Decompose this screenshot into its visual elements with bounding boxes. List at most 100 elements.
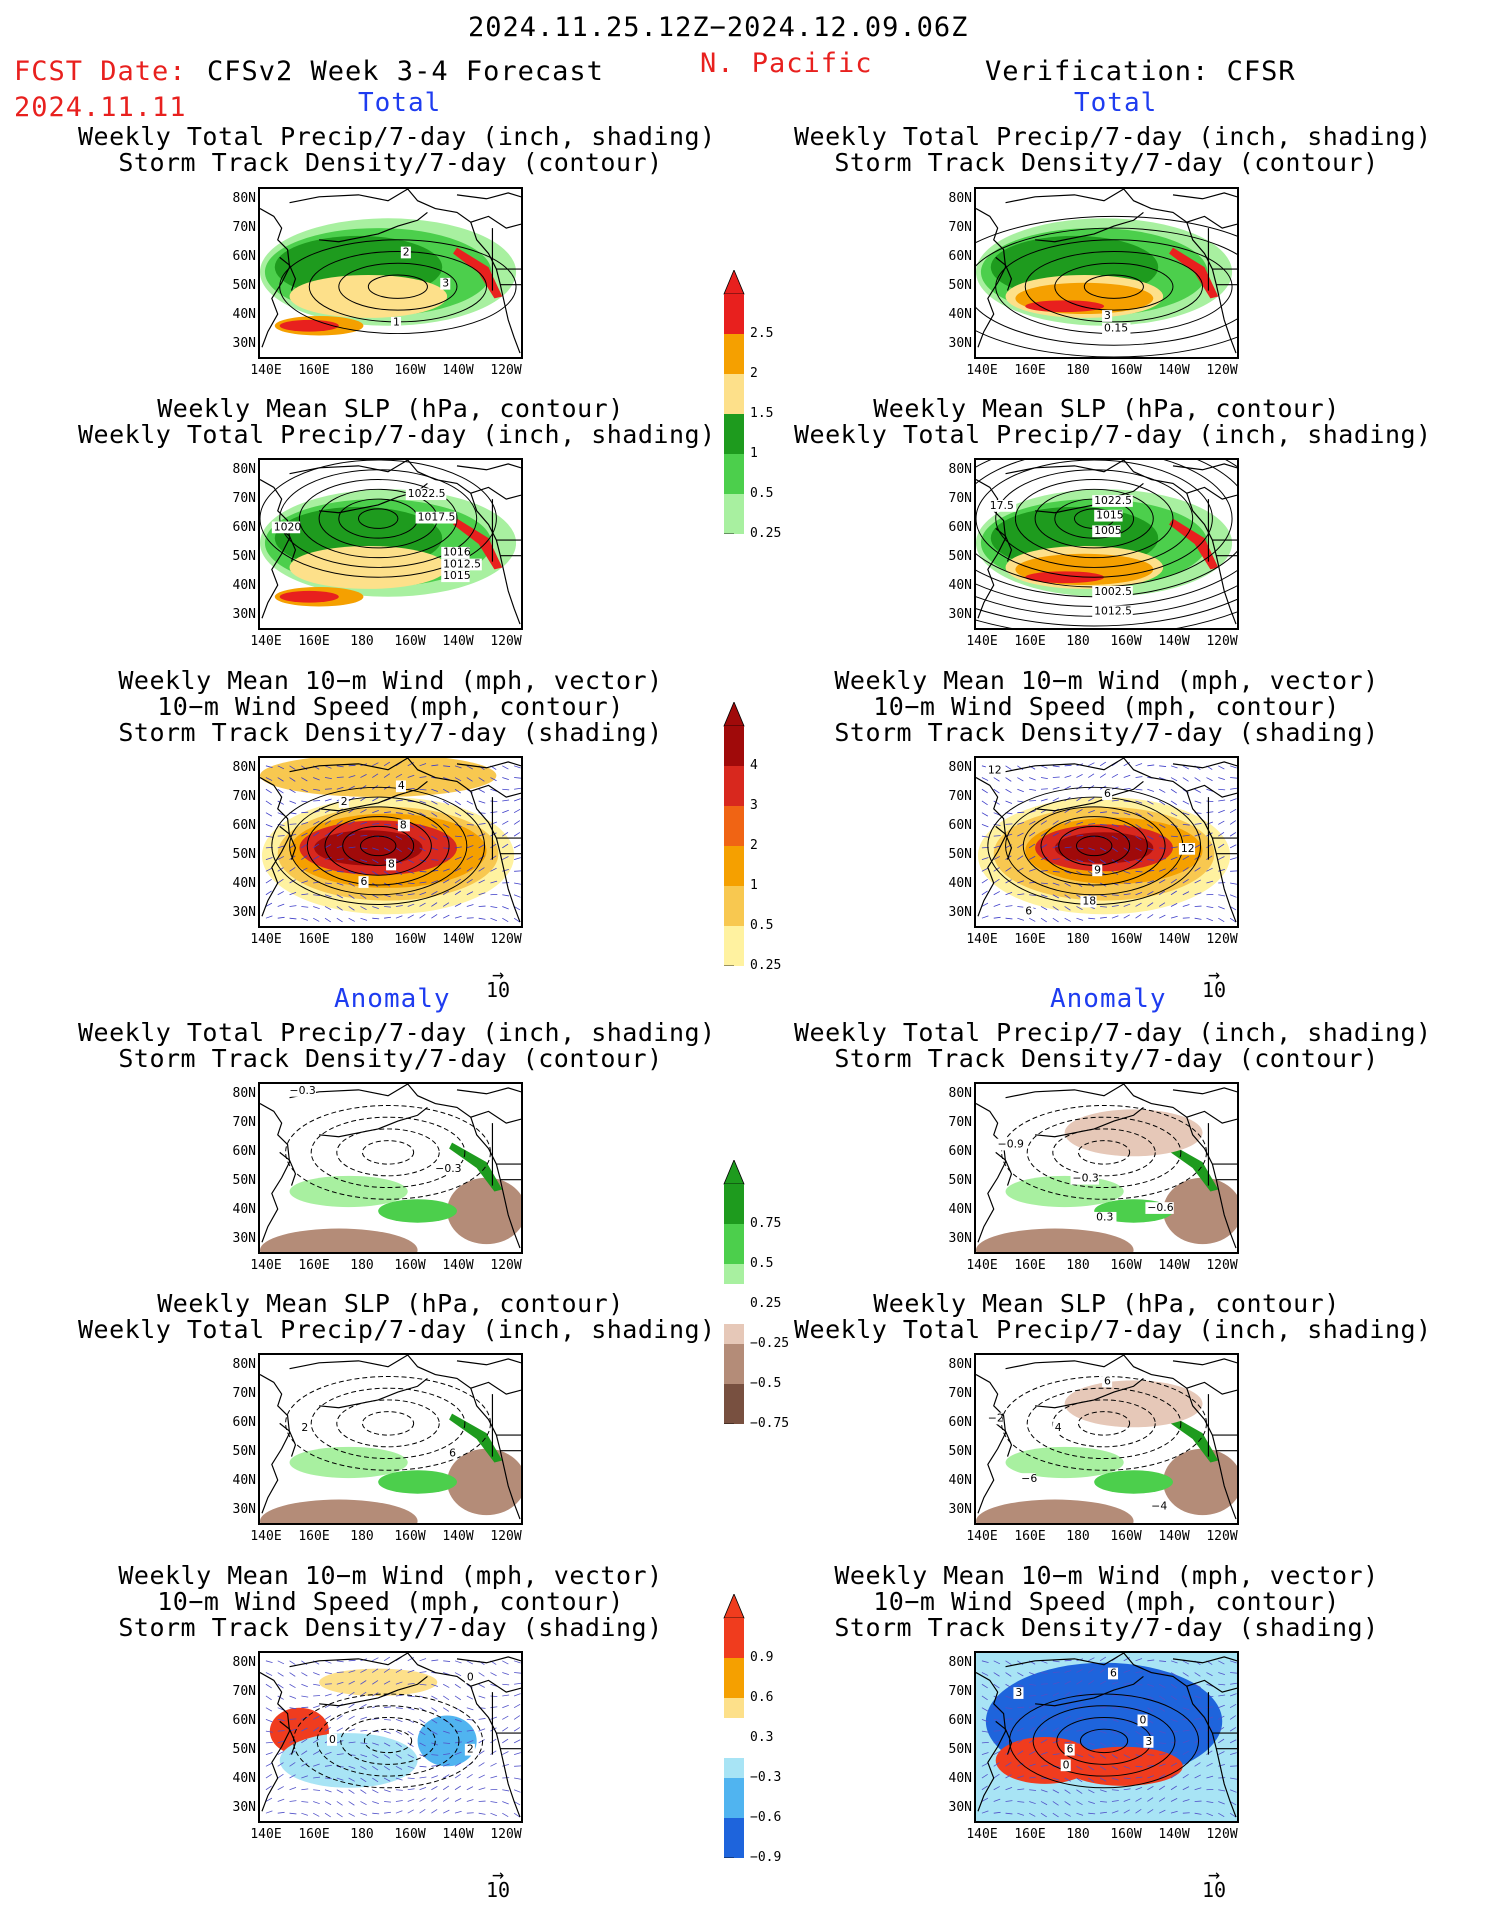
lat-label: 30N bbox=[232, 1800, 256, 1815]
storm-north-band bbox=[260, 758, 497, 798]
svg-text:3: 3 bbox=[1104, 309, 1111, 322]
panel-title-line: Storm Track Density/7-day (contour) bbox=[118, 1044, 663, 1073]
colorbar-label: 4 bbox=[750, 758, 758, 773]
svg-text:1022.5: 1022.5 bbox=[408, 487, 446, 500]
lon-label: 160E bbox=[1014, 1258, 1046, 1273]
lon-label: 160W bbox=[394, 634, 426, 649]
lat-label: 70N bbox=[948, 1386, 972, 1401]
map-r3-left: 426868 bbox=[258, 756, 523, 928]
lat-label: 70N bbox=[232, 789, 256, 804]
lat-label: 50N bbox=[232, 549, 256, 564]
contour-label: −0.3 bbox=[1070, 1172, 1099, 1185]
contour-label: 1002.5 bbox=[1092, 585, 1133, 598]
lon-label: 180 bbox=[1066, 1529, 1090, 1544]
svg-text:1017.5: 1017.5 bbox=[418, 511, 456, 524]
lat-label: 40N bbox=[948, 876, 972, 891]
vector-arrow-icon: → bbox=[491, 962, 505, 986]
lon-label: 120W bbox=[490, 1827, 522, 1842]
colorbar-swatch bbox=[724, 1184, 744, 1224]
svg-text:1020: 1020 bbox=[274, 520, 302, 533]
map-r1-right: 3 0.15 bbox=[974, 187, 1239, 359]
colorbar-precip_anom bbox=[722, 1158, 746, 1425]
lon-label: 120W bbox=[1206, 634, 1238, 649]
lon-label: 160W bbox=[394, 363, 426, 378]
svg-text:1015: 1015 bbox=[443, 569, 471, 582]
precip-surplus-band bbox=[289, 1446, 408, 1479]
lat-label: 80N bbox=[948, 1357, 972, 1372]
panel-title-line: Weekly Mean SLP (hPa, contour) bbox=[157, 394, 624, 423]
fcst-date-label: FCST Date: bbox=[14, 56, 187, 87]
panel-title-r3-right: Weekly Mean 10−m Wind (mph, vector) 10−m … bbox=[794, 668, 1419, 746]
lat-label: 50N bbox=[948, 1444, 972, 1459]
colorbar-label: 1.5 bbox=[750, 406, 774, 421]
lon-label: 160E bbox=[298, 1529, 330, 1544]
precip-deficit-east bbox=[447, 1448, 521, 1516]
lat-label: 30N bbox=[232, 1231, 256, 1246]
lat-label: 40N bbox=[948, 307, 972, 322]
svg-text:−2: −2 bbox=[988, 1411, 1004, 1424]
colorbar-swatch bbox=[724, 494, 744, 534]
precip-yellow-band bbox=[289, 274, 448, 318]
colorbar-label: −0.5 bbox=[750, 1376, 782, 1391]
lat-label: 70N bbox=[948, 1115, 972, 1130]
svg-text:−0.3: −0.3 bbox=[435, 1162, 461, 1175]
svg-text:1012.5: 1012.5 bbox=[443, 557, 481, 570]
contour-label: 12 bbox=[985, 764, 1003, 777]
svg-text:8: 8 bbox=[388, 857, 395, 870]
contour-label: 2 bbox=[400, 245, 411, 258]
lat-label: 80N bbox=[948, 1086, 972, 1101]
precip-deficit-south bbox=[260, 1499, 418, 1523]
lat-label: 80N bbox=[232, 1357, 256, 1372]
contour-label: 6 bbox=[358, 875, 369, 888]
wind-vectors bbox=[265, 761, 521, 923]
contour-label: 1020 bbox=[271, 520, 302, 533]
colorbar-label: −0.9 bbox=[750, 1850, 782, 1865]
lat-label: 60N bbox=[232, 818, 256, 833]
period-title: 2024.11.25.12Z−2024.12.09.06Z bbox=[468, 12, 969, 43]
panel-title-line: Weekly Mean 10−m Wind (mph, vector) bbox=[834, 1561, 1379, 1590]
contour-label: −0.3 bbox=[433, 1162, 462, 1175]
verification-title: Verification: CFSR bbox=[985, 56, 1296, 87]
contour-label: 1005 bbox=[1092, 524, 1122, 537]
panel-title-line: Weekly Total Precip/7-day (inch, shading… bbox=[794, 420, 1432, 449]
colorbar-swatch bbox=[724, 726, 744, 766]
lon-label: 180 bbox=[1066, 1827, 1090, 1842]
lon-label: 160E bbox=[298, 1827, 330, 1842]
colorbar-neutral-swatch bbox=[724, 1284, 744, 1324]
lon-label: 140W bbox=[442, 1258, 474, 1273]
lon-label: 120W bbox=[1206, 1529, 1238, 1544]
lat-label: 80N bbox=[232, 191, 256, 206]
panel-title-line: Weekly Total Precip/7-day (inch, shading… bbox=[78, 122, 716, 151]
svg-text:−0.3: −0.3 bbox=[1073, 1172, 1099, 1185]
lat-label: 70N bbox=[948, 1684, 972, 1699]
fcst-date-value: 2024.11.11 bbox=[14, 92, 187, 123]
lon-label: 120W bbox=[1206, 363, 1238, 378]
lon-label: 180 bbox=[1066, 932, 1090, 947]
panel-title-line: Weekly Mean SLP (hPa, contour) bbox=[873, 1289, 1340, 1318]
colorbar-label: 0.25 bbox=[750, 958, 782, 973]
contour-label: 8 bbox=[397, 818, 408, 831]
lon-label: 140E bbox=[966, 634, 998, 649]
contour-label: 6 bbox=[1107, 1666, 1119, 1679]
contour-label: 0 bbox=[464, 1670, 475, 1683]
contour-label: 3 bbox=[1102, 309, 1113, 322]
panel-title-r6-left: Weekly Mean 10−m Wind (mph, vector) 10−m … bbox=[78, 1563, 703, 1641]
contour-label: 0.15 bbox=[1102, 322, 1131, 335]
precip-surplus-band bbox=[1005, 1446, 1124, 1479]
colorbar-top-triangle bbox=[723, 268, 745, 295]
colorbar-neutral-swatch bbox=[724, 1718, 744, 1758]
lon-label: 140E bbox=[966, 1827, 998, 1842]
panel-title-line: Storm Track Density/7-day (contour) bbox=[834, 148, 1379, 177]
lon-label: 140E bbox=[966, 1258, 998, 1273]
storm-deficit-area bbox=[279, 1733, 418, 1788]
colorbar-swatch bbox=[724, 1618, 744, 1658]
svg-text:2: 2 bbox=[403, 245, 410, 258]
colorbar-swatch bbox=[724, 1658, 744, 1698]
contour-label: 17.5 bbox=[987, 499, 1017, 512]
lat-label: 40N bbox=[232, 1771, 256, 1786]
vector-ref-r3-right: → 10 bbox=[1194, 964, 1234, 1000]
colorbar-label: 2.5 bbox=[750, 326, 774, 341]
colorbar-swatch bbox=[724, 926, 744, 966]
panel-title-r3-left: Weekly Mean 10−m Wind (mph, vector) 10−m … bbox=[78, 668, 703, 746]
